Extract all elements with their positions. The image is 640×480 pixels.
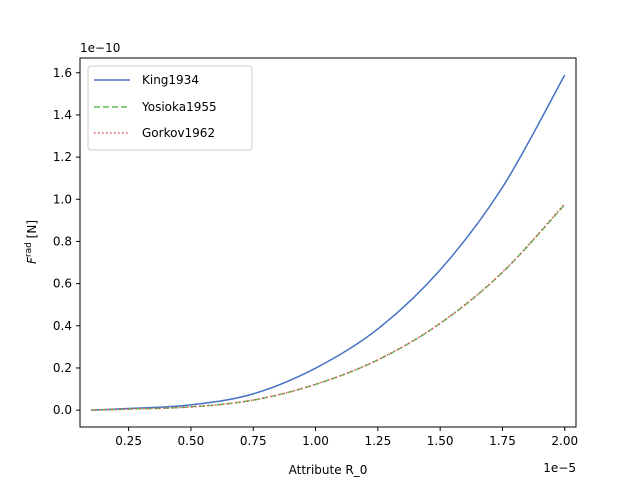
y-tick-label: 0.4 <box>53 319 72 333</box>
x-tick-label: 1.75 <box>489 434 516 448</box>
y-axis-label: Frad [N] <box>24 220 39 264</box>
x-tick-label: 1.25 <box>364 434 391 448</box>
y-tick-label: 1.0 <box>53 192 72 206</box>
y-offset-label: 1e−10 <box>80 41 120 55</box>
x-tick-label: 1.00 <box>302 434 329 448</box>
x-tick-label: 0.50 <box>178 434 205 448</box>
y-tick-label: 1.4 <box>53 108 72 122</box>
y-tick-label: 0.8 <box>53 234 72 248</box>
legend-label-gorkov1962: Gorkov1962 <box>142 126 215 140</box>
y-tick-label: 1.6 <box>53 66 72 80</box>
legend-label-yosioka1955: Yosioka1955 <box>141 100 217 114</box>
y-axis-label-sup: rad <box>24 242 34 257</box>
y-tick-label: 1.2 <box>53 150 72 164</box>
y-tick-label: 0.0 <box>53 403 72 417</box>
x-offset-label: 1e−5 <box>543 461 576 475</box>
y-axis-label-unit: [N] <box>25 220 39 242</box>
legend-label-king1934: King1934 <box>142 73 199 87</box>
x-axis-label: Attribute R_0 <box>289 463 368 477</box>
y-tick-label: 0.6 <box>53 277 72 291</box>
x-tick-label: 1.50 <box>427 434 454 448</box>
x-tick-label: 0.25 <box>115 434 142 448</box>
x-tick-label: 2.00 <box>551 434 578 448</box>
y-tick-label: 0.2 <box>53 361 72 375</box>
legend: King1934 Yosioka1955 Gorkov1962 <box>88 66 252 150</box>
x-tick-label: 0.75 <box>240 434 267 448</box>
